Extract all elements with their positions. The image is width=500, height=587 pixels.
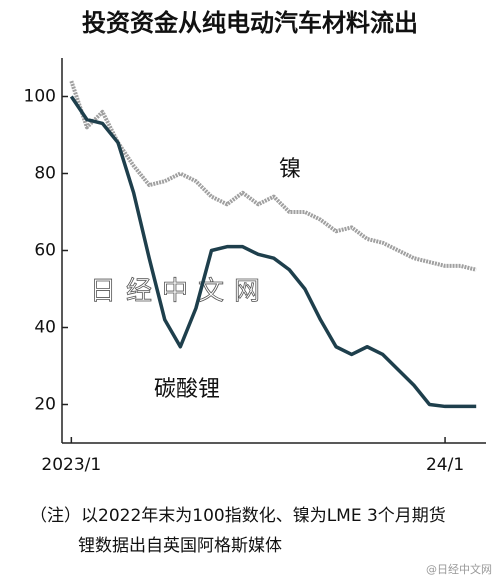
note: （注）以2022年末为100指数化、镍为LME 3个月期货 bbox=[30, 506, 446, 526]
y-tick-label: 100 bbox=[24, 87, 56, 107]
series-label: 碳酸锂 bbox=[154, 377, 220, 402]
source-mark: @日经中文网 bbox=[426, 562, 492, 576]
x-tick-label: 2023/1 bbox=[41, 455, 101, 475]
note: 锂数据出自英国阿格斯媒体 bbox=[78, 536, 282, 556]
chart-title: 投资资金从纯电动汽车材料流出 bbox=[82, 9, 418, 37]
y-tick-label: 20 bbox=[34, 395, 56, 415]
y-tick-label: 80 bbox=[34, 164, 56, 184]
y-tick-label: 60 bbox=[34, 241, 56, 261]
x-tick-label: 24/1 bbox=[426, 455, 464, 475]
series-line bbox=[69, 80, 477, 272]
series-line bbox=[69, 95, 477, 409]
series-label: 镍 bbox=[279, 157, 301, 182]
watermark: 日经中文网 bbox=[90, 277, 270, 307]
y-tick-label: 40 bbox=[34, 318, 56, 338]
